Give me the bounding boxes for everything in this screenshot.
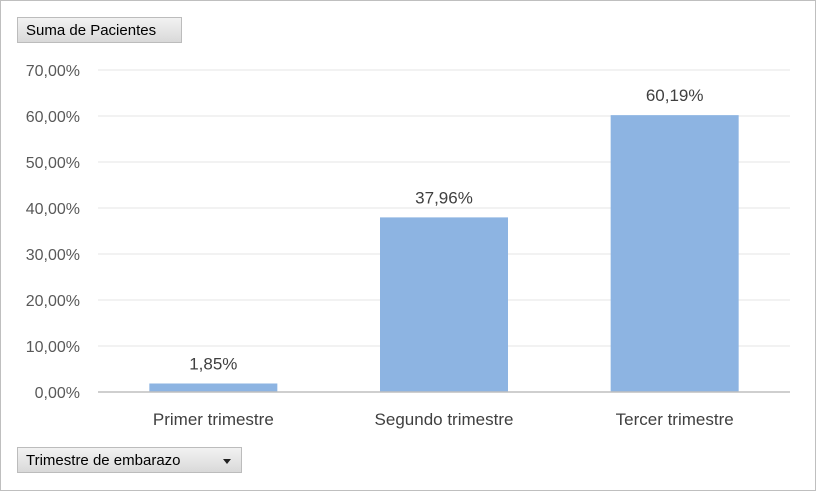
bar [610,115,739,392]
x-category-label: Segundo trimestre [375,410,514,429]
value-field-button[interactable]: Suma de Pacientes [17,17,182,43]
axis-field-button[interactable]: Trimestre de embarazo [17,447,242,473]
x-category-label: Tercer trimestre [616,410,734,429]
y-tick-label: 20,00% [26,293,80,310]
y-tick-label: 50,00% [26,155,80,172]
y-tick-label: 0,00% [35,385,80,402]
y-tick-label: 40,00% [26,201,80,218]
data-label: 1,85% [189,354,237,373]
x-category-label: Primer trimestre [153,410,274,429]
bar [149,383,278,392]
bar [380,217,508,392]
data-label: 60,19% [646,86,704,105]
axis-field-label: Trimestre de embarazo [26,452,181,469]
value-field-label: Suma de Pacientes [26,22,157,39]
y-tick-label: 60,00% [26,109,80,126]
y-tick-label: 70,00% [26,63,80,80]
data-label: 37,96% [415,188,473,207]
y-tick-label: 10,00% [26,339,80,356]
chevron-down-icon[interactable] [223,459,231,464]
y-tick-label: 30,00% [26,247,80,264]
